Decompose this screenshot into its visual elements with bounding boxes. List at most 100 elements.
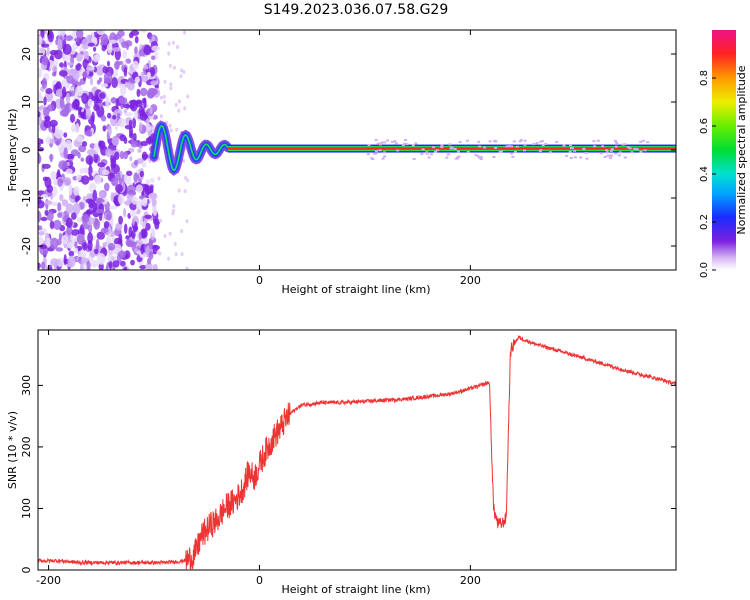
heatmap-noise-cell (123, 137, 128, 144)
heatmap-noise-cell (76, 233, 85, 245)
heatmap-noise-cell (136, 158, 144, 164)
heatmap-noise-cell (124, 112, 133, 117)
heatmap-noise-cell (143, 44, 152, 56)
heatmap-noise-cell (99, 140, 106, 149)
heatmap-noise-cell (38, 210, 42, 223)
heatmap-noise-cell (109, 39, 118, 44)
heatmap-noise-cell (105, 96, 110, 109)
snr-y-tick-label: 0 (20, 567, 33, 574)
heatmap-noise-cell (185, 266, 189, 270)
signal-speckle (455, 157, 459, 160)
heatmap-noise-cell (117, 118, 127, 128)
signal-speckle (608, 157, 612, 160)
signal-speckle (429, 153, 433, 156)
heatmap-noise-cell (65, 203, 74, 214)
colorbar-gradient (712, 30, 736, 270)
snr-x-axis-label: Height of straight line (km) (281, 583, 430, 596)
signal-speckle (477, 140, 481, 143)
heatmap-noise-cell (75, 85, 84, 97)
heatmap-noise-cell (75, 53, 83, 62)
heatmap-noise-cell (58, 232, 63, 241)
heatmap-noise-cell (167, 41, 171, 46)
heatmap-noise-cell (140, 244, 145, 255)
heatmap-noise-cell (82, 242, 88, 251)
heatmap-noise-cell (141, 229, 147, 239)
signal-speckle (511, 155, 515, 158)
heatmap-noise-cell (55, 247, 64, 252)
snr-frame (37, 329, 677, 571)
snr-x-tick-label: 0 (256, 574, 263, 587)
signal-speckle (584, 152, 588, 154)
heatmap-noise-cell (87, 232, 93, 244)
heatmap-noise-cell (107, 124, 112, 137)
heatmap-noise-cell (96, 253, 106, 265)
signal-speckle (548, 151, 552, 154)
heatmap-noise-cell (172, 204, 176, 209)
heatmap-noise-cell (110, 192, 115, 202)
signal-speckle (366, 153, 370, 156)
heatmap-noise-cell (168, 231, 172, 236)
heatmap-noise-cell (74, 123, 80, 133)
heatmap-noise-cell (53, 59, 59, 67)
signal-speckle (465, 139, 469, 142)
signal-speckle (376, 142, 380, 145)
heatmap-noise-cell (149, 185, 154, 195)
signal-speckle (555, 140, 559, 143)
heatmap-noise-cell (118, 177, 123, 186)
heatmap-noise-cell (125, 235, 130, 240)
signal-speckle (379, 142, 383, 145)
heatmap-noise-cell (46, 46, 50, 57)
signal-speckle (569, 157, 573, 159)
heatmap-noise-cell (111, 77, 118, 89)
heatmap-noise-cell (98, 191, 106, 198)
signal-speckle (427, 156, 431, 159)
signal-speckle (479, 158, 483, 161)
heatmap-noise-cell (163, 79, 167, 84)
signal-speckle (434, 150, 437, 153)
heatmap-noise-cell (93, 152, 99, 163)
heatmap-noise-cell (85, 108, 92, 120)
heatmap-noise-cell (79, 224, 85, 237)
heatmap-noise-cell (66, 61, 74, 66)
heatmap-noise-cell (129, 132, 134, 139)
heatmap-noise-cell (152, 263, 158, 270)
heatmap-noise-cell (140, 71, 145, 80)
heatmap-noise-cell (171, 211, 175, 216)
heatmap-noise-cell (38, 152, 41, 164)
heatmap-noise-cell (112, 115, 117, 120)
heatmap-noise-cell (82, 71, 88, 78)
heatmap-noise-cell (59, 62, 64, 68)
heatmap-noise-cell (38, 231, 45, 236)
heatmap-noise-cell (74, 37, 79, 42)
heatmap-noise-cell (126, 170, 133, 176)
heatmap-noise-cell (54, 129, 63, 139)
heatmap-noise-cell (141, 154, 151, 159)
heatmap-noise-cell (130, 140, 139, 148)
signal-speckle (579, 156, 583, 159)
heatmap-noise-cell (186, 94, 190, 99)
heatmap-noise-cell (66, 225, 73, 236)
heatmap-noise-cell (124, 81, 129, 88)
heatmap-noise-cell (133, 132, 137, 142)
heatmap-noise-cell (123, 173, 132, 185)
heatmap-noise-cell (139, 170, 144, 178)
heatmap-noise-cell (168, 63, 172, 68)
heatmap-noise-cell (183, 30, 186, 35)
heatmap-noise-cell (93, 104, 100, 112)
heatmap-noise-cell (90, 260, 99, 268)
signal-speckle (373, 152, 377, 155)
heatmap-noise-cell (73, 186, 80, 196)
heatmap-noise-cell (138, 231, 143, 240)
heatmap-content (38, 30, 676, 270)
signal-speckle (623, 156, 627, 159)
snr-x-tick-label: -200 (36, 574, 61, 587)
heatmap-noise-cell (115, 98, 119, 110)
heatmap-noise-cell (132, 117, 137, 129)
heatmap-noise-cell (168, 123, 172, 128)
heatmap-noise-cell (123, 207, 127, 218)
signal-speckle (544, 143, 548, 145)
heatmap-noise-cell (142, 197, 148, 207)
heatmap-noise-cell (95, 238, 100, 251)
signal-speckle (643, 149, 647, 152)
signal-speckle (505, 145, 509, 148)
